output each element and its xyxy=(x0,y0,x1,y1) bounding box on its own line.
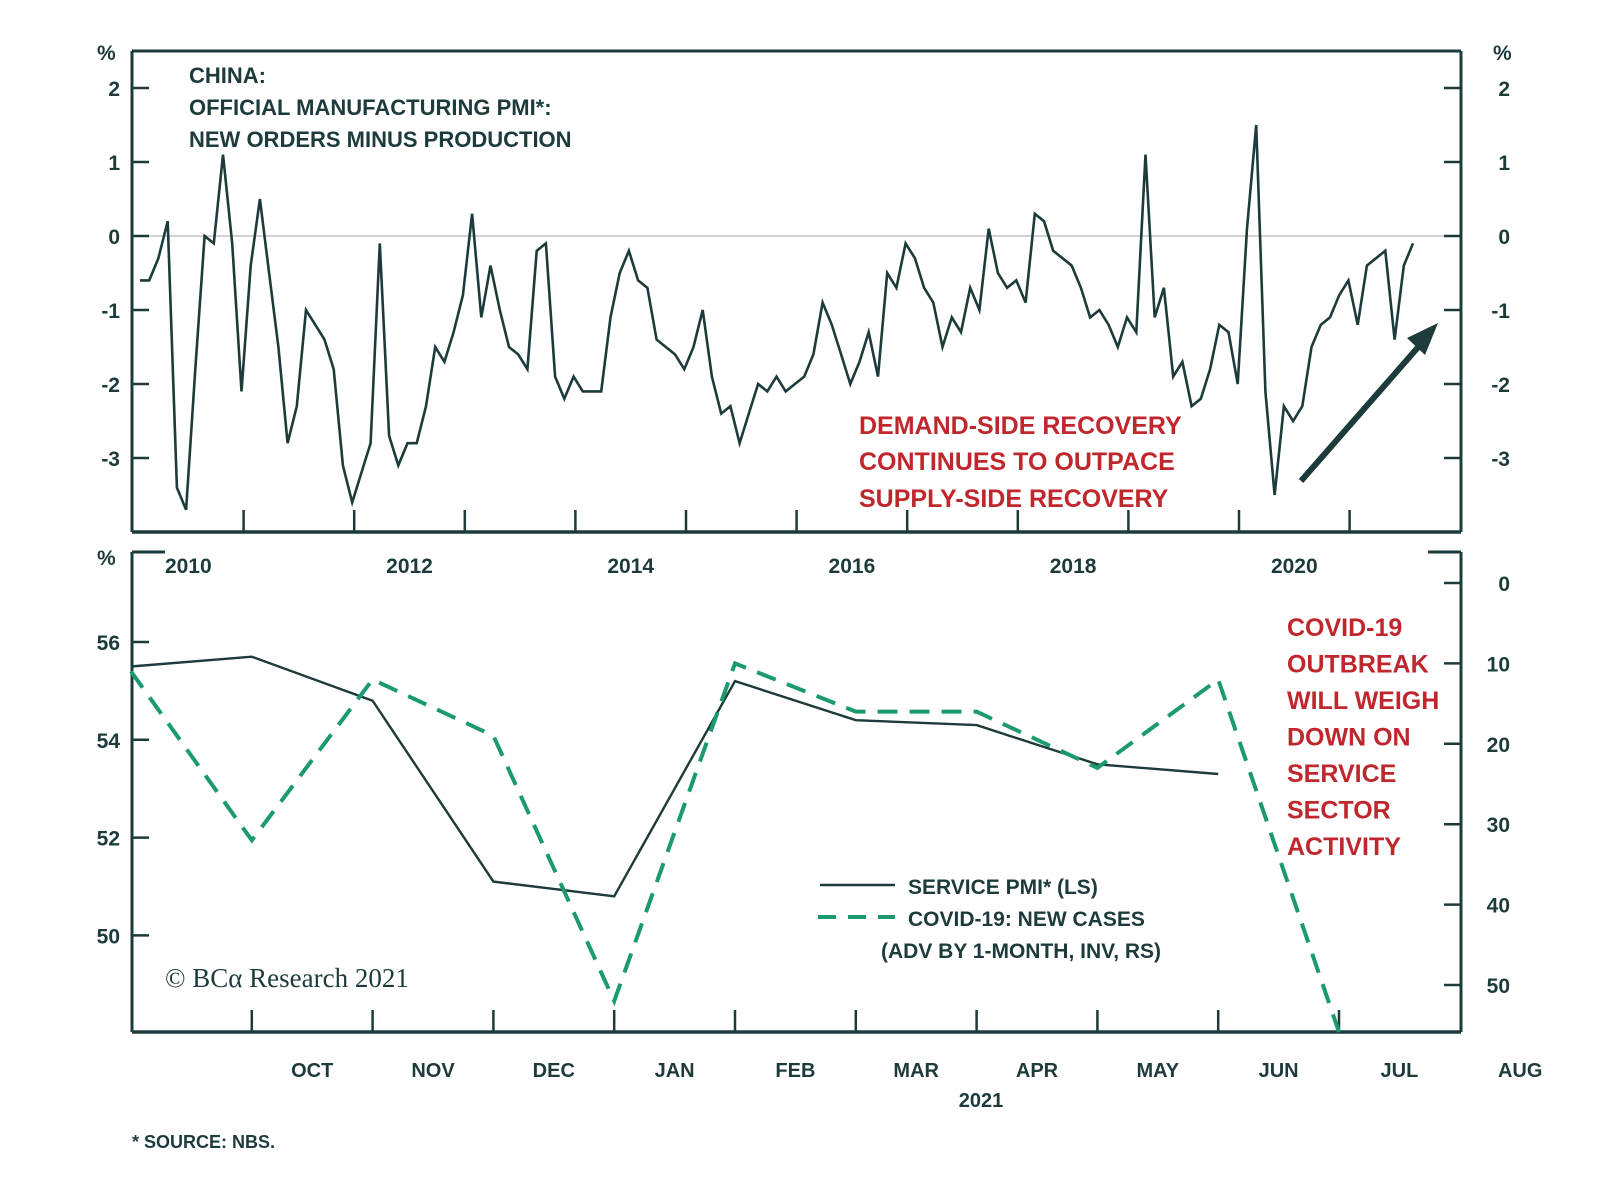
legend-label-service-pmi: SERVICE PMI* (LS) xyxy=(908,876,1098,899)
x-tick-label: 2020 xyxy=(1271,555,1318,578)
y-tick-label: 50 xyxy=(97,925,120,948)
y-tick-label-right: 1 xyxy=(1498,152,1510,175)
x-tick-label: DEC xyxy=(533,1060,575,1082)
legend-label-covid-cases-note: (ADV BY 1-MONTH, INV, RS) xyxy=(881,940,1161,963)
annotation-covid-line: SECTOR xyxy=(1287,797,1391,825)
annotation-covid-line: WILL WEIGH xyxy=(1287,687,1439,715)
y-tick-label-right: 10 xyxy=(1487,653,1510,676)
annotation-covid-line: DOWN ON xyxy=(1287,724,1411,752)
annotation-demand-line-2: CONTINUES TO OUTPACE xyxy=(859,448,1175,476)
y-tick-label: 1 xyxy=(108,152,120,175)
trend-arrow-icon xyxy=(1298,323,1438,483)
legend: SERVICE PMI* (LS) COVID-19: NEW CASES (A… xyxy=(818,876,1161,963)
annotation-demand-line-1: DEMAND-SIDE RECOVERY xyxy=(859,412,1182,440)
x-tick-label: 2014 xyxy=(607,555,654,578)
bottom-y-axis-left: 56 54 52 50 xyxy=(97,632,149,948)
source-note: * SOURCE: NBS. xyxy=(132,1132,275,1152)
y-tick-label: 0 xyxy=(108,226,120,249)
annotation-covid-outbreak: COVID-19 OUTBREAK WILL WEIGH DOWN ON SERVICE… xyxy=(1287,614,1439,861)
x-tick-label: MAY xyxy=(1136,1060,1179,1082)
y-tick-label: 52 xyxy=(97,828,120,851)
bottom-chart-axes xyxy=(130,550,1463,1034)
legend-label-covid-cases: COVID-19: NEW CASES xyxy=(908,908,1145,931)
bottom-y-axis-right: 0 10 20 30 40 50 xyxy=(1444,573,1510,998)
annotation-covid-line: ACTIVITY xyxy=(1287,833,1401,861)
top-left-unit-label: % xyxy=(97,42,116,65)
y-tick-label-right: -3 xyxy=(1491,448,1510,471)
y-tick-label: 54 xyxy=(97,730,121,753)
x-axis-year-label: 2021 xyxy=(959,1090,1004,1112)
bottom-chart-service-pmi-vs-covid: 56 54 52 50 0 10 20 30 40 50 OCT NOV DEC JAN FEB MAR A… xyxy=(97,547,1543,1112)
x-tick-label: JUL xyxy=(1381,1060,1419,1082)
series-line-covid-new-cases xyxy=(129,660,1341,1033)
top-y-axis-right: 2 1 0 -1 -2 -3 xyxy=(1444,78,1510,471)
x-tick-label: 2018 xyxy=(1050,555,1097,578)
top-y-axis-left: 2 1 0 -1 -2 -3 xyxy=(101,78,149,471)
x-tick-label: AUG xyxy=(1498,1060,1542,1082)
chart-subtitle-line-2: NEW ORDERS MINUS PRODUCTION xyxy=(189,127,572,152)
annotation-demand-line-3: SUPPLY-SIDE RECOVERY xyxy=(859,485,1169,513)
series-line-service-pmi xyxy=(130,655,1219,898)
chart-title: CHINA: xyxy=(189,63,266,88)
y-tick-label: -2 xyxy=(101,374,120,397)
x-tick-label: JUN xyxy=(1259,1060,1299,1082)
x-tick-label: 2016 xyxy=(829,555,876,578)
x-tick-label: NOV xyxy=(411,1060,455,1082)
x-tick-label: APR xyxy=(1016,1060,1059,1082)
y-tick-label-right: 30 xyxy=(1487,814,1510,837)
y-tick-label-right: 0 xyxy=(1498,226,1510,249)
y-tick-label: 2 xyxy=(108,78,120,101)
y-tick-label: -3 xyxy=(101,448,120,471)
y-tick-label: 56 xyxy=(97,632,120,655)
y-tick-label: -1 xyxy=(101,300,120,323)
annotation-covid-line: SERVICE xyxy=(1287,760,1396,788)
y-tick-label-right: 40 xyxy=(1487,895,1510,918)
x-tick-label: MAR xyxy=(893,1060,939,1082)
y-tick-label-right: 2 xyxy=(1498,78,1510,101)
bottom-left-unit-label: % xyxy=(97,547,116,570)
bottom-x-axis: OCT NOV DEC JAN FEB MAR APR MAY JUN JUL AUG xyxy=(250,1010,1542,1082)
copyright-watermark: © BCα Research 2021 xyxy=(165,963,409,993)
y-tick-label-right: 20 xyxy=(1487,734,1510,757)
top-x-axis xyxy=(242,510,1351,532)
x-tick-label: OCT xyxy=(291,1060,333,1082)
chart-subtitle-line-1: OFFICIAL MANUFACTURING PMI*: xyxy=(189,95,552,120)
annotation-covid-line: OUTBREAK xyxy=(1287,651,1429,679)
y-tick-label-right: 50 xyxy=(1487,975,1510,998)
y-tick-label-right: -2 xyxy=(1491,374,1510,397)
y-tick-label-right: 0 xyxy=(1498,573,1510,596)
x-tick-label: 2010 xyxy=(165,555,212,578)
annotation-covid-line: COVID-19 xyxy=(1287,614,1402,642)
top-chart-pmi-new-orders-minus-production: 2 1 0 -1 -2 -3 2 1 0 -1 -2 -3 % % CHINA: OFFICIAL … xyxy=(97,42,1512,534)
x-tick-label: 2012 xyxy=(386,555,433,578)
top-right-unit-label: % xyxy=(1493,42,1512,65)
y-tick-label-right: -1 xyxy=(1491,300,1510,323)
series-line-new-orders-minus-production xyxy=(140,124,1415,511)
x-tick-label: FEB xyxy=(775,1060,815,1082)
x-tick-label: JAN xyxy=(655,1060,695,1082)
